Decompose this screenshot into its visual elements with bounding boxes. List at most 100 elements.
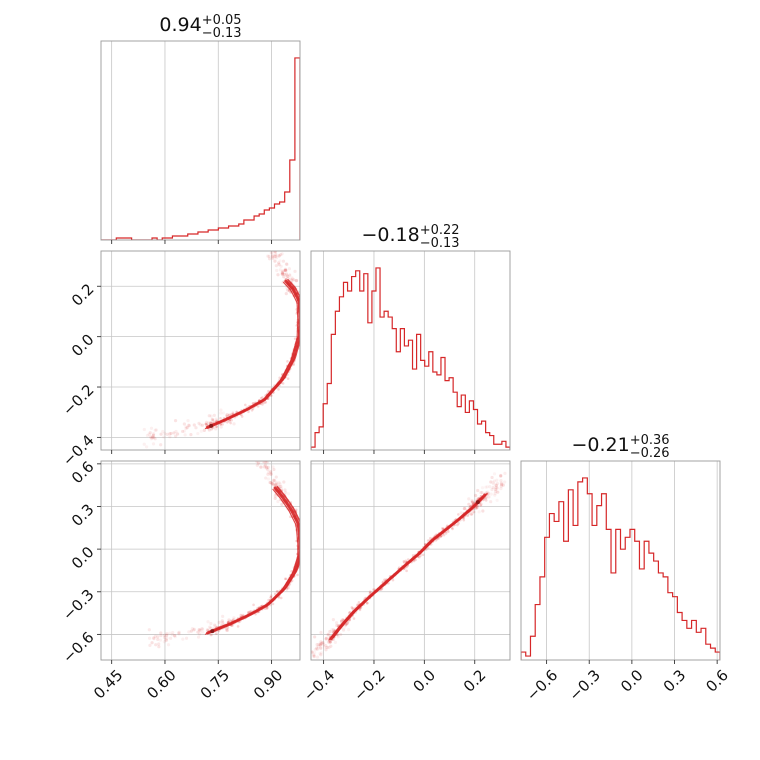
sample-point: [156, 635, 160, 639]
sample-point: [331, 618, 335, 622]
sample-point: [208, 625, 212, 629]
sample-point: [280, 502, 284, 507]
sample-point: [337, 623, 340, 627]
panel-frame: [100, 250, 301, 451]
sample-point: [271, 483, 275, 487]
sample-point: [264, 465, 268, 469]
sample-point: [227, 618, 231, 622]
sample-point: [301, 303, 304, 306]
sample-point: [339, 632, 343, 637]
sample-point: [441, 527, 444, 530]
sample-point: [302, 538, 305, 541]
sample-point: [492, 479, 496, 483]
sample-point: [255, 461, 259, 463]
sample-point: [451, 527, 454, 531]
sample-point: [226, 626, 230, 629]
sample-point: [265, 607, 269, 610]
sample-point: [290, 276, 294, 280]
sample-point: [275, 589, 279, 593]
sample-point: [270, 251, 274, 255]
sample-point: [331, 628, 336, 632]
sample-point: [494, 486, 498, 490]
sample-point: [273, 251, 278, 254]
sample-point: [499, 474, 503, 478]
sample-point: [270, 255, 275, 259]
sample-point: [486, 491, 491, 496]
sample-point: [284, 262, 289, 266]
sample-point: [157, 642, 161, 646]
panel-title-2: −0.21+0.36 −0.26: [571, 433, 669, 461]
sample-point: [348, 610, 352, 614]
sample-point: [281, 382, 285, 385]
sample-point: [256, 461, 260, 466]
sample-point: [311, 650, 314, 654]
y-tick-label: −0.2: [59, 381, 97, 419]
sample-point: [300, 538, 303, 541]
sample-point: [266, 472, 270, 477]
sample-point: [276, 499, 280, 504]
sample-point: [302, 538, 305, 541]
sample-point: [274, 481, 279, 485]
sample-point: [279, 596, 283, 600]
sample-point: [372, 588, 375, 591]
histogram-step-line: [521, 477, 720, 660]
sample-point: [357, 600, 361, 604]
sample-point: [261, 451, 264, 454]
sample-point: [283, 268, 288, 273]
sample-point: [477, 510, 481, 514]
sample-point: [277, 263, 281, 267]
panel-background: [101, 251, 300, 450]
sample-point: [294, 508, 298, 512]
sample-point: [230, 624, 234, 627]
contour-line: [328, 495, 484, 641]
sample-point: [271, 457, 274, 460]
sample-point: [313, 635, 317, 639]
sample-point: [154, 643, 158, 647]
sample-point: [499, 484, 503, 488]
sample-point: [269, 481, 273, 485]
sample-point: [406, 558, 410, 561]
y-tick-label: 0.0: [68, 543, 98, 573]
sample-point: [205, 422, 208, 426]
sample-point: [250, 408, 254, 412]
sample-point: [173, 419, 178, 423]
sample-point: [286, 492, 291, 496]
sample-point: [269, 470, 273, 474]
sample-point: [325, 645, 329, 649]
sample-point: [261, 396, 264, 399]
sample-point: [270, 256, 275, 260]
sample-point: [265, 466, 269, 470]
sample-point: [501, 483, 505, 487]
sample-point: [340, 619, 343, 623]
sample-point: [402, 560, 406, 563]
sample-point: [229, 619, 233, 623]
sample-point: [273, 592, 277, 596]
sample-point: [317, 642, 321, 646]
sample-point: [329, 640, 332, 644]
sample-point: [158, 638, 162, 642]
sample-point: [300, 533, 303, 536]
sample-point: [495, 482, 500, 486]
sample-point: [257, 457, 260, 460]
sample-point: [496, 490, 500, 494]
sample-point: [280, 252, 284, 256]
sample-point: [259, 396, 263, 400]
sample-point: [157, 645, 161, 649]
sample-point: [159, 634, 163, 638]
sample-point: [259, 465, 263, 469]
sample-point: [442, 533, 446, 537]
sample-point: [214, 632, 218, 635]
sample-point: [327, 645, 331, 650]
sample-point: [271, 602, 275, 606]
sample-point: [257, 245, 260, 248]
sample-point: [324, 636, 329, 640]
sample-point: [470, 498, 474, 503]
sample-point: [475, 505, 480, 509]
sample-point: [197, 421, 201, 425]
sample-point: [351, 607, 354, 610]
sample-point: [190, 627, 195, 631]
sample-point: [279, 484, 283, 489]
sample-point: [277, 388, 280, 391]
sample-point: [181, 637, 185, 641]
title-minus: −0.26: [630, 446, 670, 461]
